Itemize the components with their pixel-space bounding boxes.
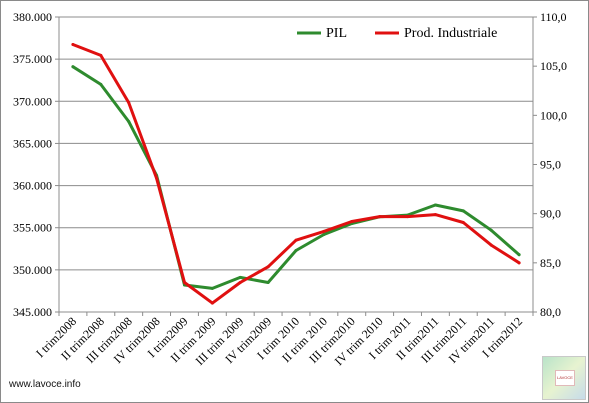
data-point-pil [517, 253, 521, 257]
y-right-tick-label: 90,0 [540, 207, 561, 221]
logo-text: LAVOCE [557, 375, 573, 380]
data-point-prod-industriale [99, 53, 103, 57]
y-left-tick-label: 360.000 [13, 179, 52, 193]
data-point-pil [210, 286, 214, 290]
data-point-pil [127, 120, 131, 124]
y-right-tick-label: 110,0 [540, 10, 567, 24]
plot-area [58, 16, 534, 313]
data-point-pil [489, 228, 493, 232]
data-point-pil [294, 248, 298, 252]
data-point-prod-industriale [517, 261, 521, 265]
y-left-tick-label: 375.000 [13, 52, 52, 66]
data-point-pil [99, 82, 103, 86]
logo-badge: LAVOCE [555, 370, 575, 386]
y-left-tick-label: 355.000 [13, 221, 52, 235]
data-point-pil [238, 275, 242, 279]
data-point-prod-industriale [238, 281, 242, 284]
data-point-prod-industriale [155, 176, 159, 180]
data-point-prod-industriale [350, 220, 354, 224]
y-left-tick-label: 350.000 [13, 263, 52, 277]
y-right-tick-label: 105,0 [540, 59, 567, 73]
source-watermark[interactable]: www.lavoce.info [9, 379, 81, 390]
data-point-prod-industriale [322, 229, 326, 233]
data-point-pil [71, 65, 75, 69]
data-point-prod-industriale [127, 101, 131, 105]
y-right-tick-label: 95,0 [540, 158, 561, 172]
y-right-tick-label: 85,0 [540, 256, 561, 270]
data-point-prod-industriale [71, 43, 75, 47]
data-point-pil [322, 232, 326, 236]
y-left-tick-label: 380.000 [13, 10, 52, 24]
data-point-prod-industriale [182, 281, 186, 284]
data-point-pil [461, 209, 465, 213]
data-point-pil [433, 203, 437, 207]
data-point-prod-industriale [210, 301, 214, 305]
y-left-tick-label: 370.000 [13, 94, 52, 108]
y-left-tick-label: 365.000 [13, 136, 52, 150]
data-point-pil [266, 281, 270, 284]
data-point-prod-industriale [489, 243, 493, 247]
lavoce-logo: LAVOCE [542, 356, 586, 400]
y-right-tick-label: 80,0 [540, 305, 561, 319]
y-right-tick-label: 100,0 [540, 108, 567, 122]
y-left-tick-label: 345.000 [13, 305, 52, 319]
legend-label-prod-industriale: Prod. Industriale [404, 26, 497, 41]
data-point-prod-industriale [294, 238, 298, 242]
data-point-prod-industriale [406, 215, 410, 219]
data-point-prod-industriale [266, 265, 270, 269]
legend-label-pil: PIL [326, 26, 347, 41]
data-point-prod-industriale [433, 213, 437, 217]
data-point-prod-industriale [461, 221, 465, 225]
data-point-prod-industriale [378, 215, 382, 219]
